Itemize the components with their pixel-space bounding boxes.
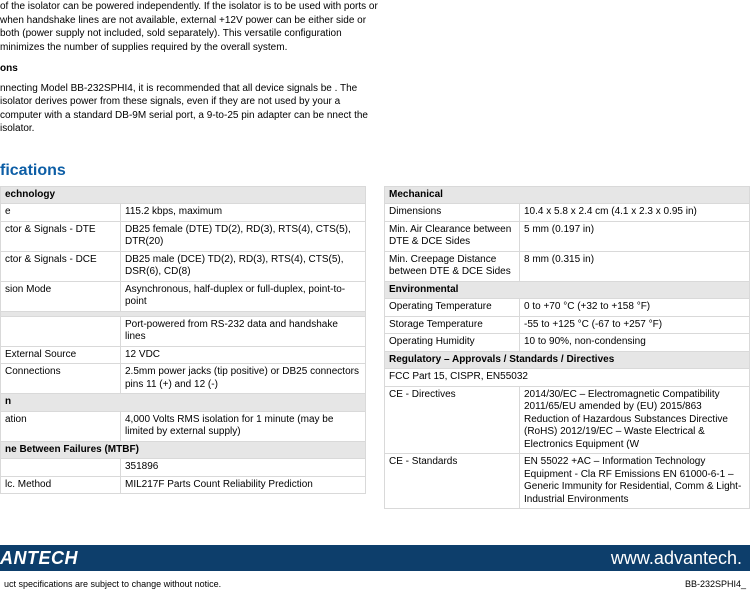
intro-paragraph-2: nnecting Model BB-232SPHI4, it is recomm… xyxy=(0,82,380,136)
row-label: Storage Temperature xyxy=(385,316,520,334)
row-value: 0 to +70 °C (+32 to +158 °F) xyxy=(520,299,750,317)
row-label: ctor & Signals - DTE xyxy=(1,221,121,251)
section-mtbf: ne Between Failures (MTBF) xyxy=(1,441,366,459)
row-label: e xyxy=(1,204,121,222)
row-label: Connections xyxy=(1,364,121,394)
footer-partno: BB-232SPHI4_ xyxy=(685,579,746,589)
row-value: 10 to 90%, non-condensing xyxy=(520,334,750,352)
footer-bar: ANTECH www.advantech. xyxy=(0,545,750,571)
section-mechanical: Mechanical xyxy=(385,186,750,204)
footer-disclaimer: uct specifications are subject to change… xyxy=(4,579,221,589)
brand-logo: ANTECH xyxy=(0,548,78,569)
row-value: 2014/30/EC – Electromagnetic Compatibili… xyxy=(520,386,750,454)
row-value: 4,000 Volts RMS isolation for 1 minute (… xyxy=(121,411,366,441)
intro-subhead: ons xyxy=(0,62,380,76)
section-isolation: n xyxy=(1,394,366,412)
row-label: Operating Temperature xyxy=(385,299,520,317)
intro-paragraph-1: of the isolator can be powered independe… xyxy=(0,0,380,54)
row-label xyxy=(1,459,121,477)
row-label xyxy=(1,316,121,346)
footer-url: www.advantech. xyxy=(611,548,742,569)
row-value: 12 VDC xyxy=(121,346,366,364)
row-value: 10.4 x 5.8 x 2.4 cm (4.1 x 2.3 x 0.95 in… xyxy=(520,204,750,222)
row-value: EN 55022 +AC – Information Technology Eq… xyxy=(520,454,750,509)
row-label: lc. Method xyxy=(1,476,121,494)
row-value: -55 to +125 °C (-67 to +257 °F) xyxy=(520,316,750,334)
row-value: 351896 xyxy=(121,459,366,477)
row-value: 5 mm (0.197 in) xyxy=(520,221,750,251)
row-value: 115.2 kbps, maximum xyxy=(121,204,366,222)
row-value: MIL217F Parts Count Reliability Predicti… xyxy=(121,476,366,494)
row-label: ctor & Signals - DCE xyxy=(1,251,121,281)
row-value: DB25 male (DCE) TD(2), RD(3), RTS(4), CT… xyxy=(121,251,366,281)
row-label: Dimensions xyxy=(385,204,520,222)
row-value: Port-powered from RS-232 data and handsh… xyxy=(121,316,366,346)
row-value: 8 mm (0.315 in) xyxy=(520,251,750,281)
row-label: Min. Creepage Distance between DTE & DCE… xyxy=(385,251,520,281)
spec-table-right: Mechanical Dimensions10.4 x 5.8 x 2.4 cm… xyxy=(384,186,750,510)
section-environmental: Environmental xyxy=(385,281,750,299)
row-label: Min. Air Clearance between DTE & DCE Sid… xyxy=(385,221,520,251)
row-label: External Source xyxy=(1,346,121,364)
specifications-title: fications xyxy=(0,162,750,180)
row-label: ation xyxy=(1,411,121,441)
row-value: 2.5mm power jacks (tip positive) or DB25… xyxy=(121,364,366,394)
row-label: sion Mode xyxy=(1,281,121,311)
row-label: Operating Humidity xyxy=(385,334,520,352)
row-value: FCC Part 15, CISPR, EN55032 xyxy=(385,369,750,387)
row-label: CE - Standards xyxy=(385,454,520,509)
row-label: CE - Directives xyxy=(385,386,520,454)
row-value: DB25 female (DTE) TD(2), RD(3), RTS(4), … xyxy=(121,221,366,251)
section-technology: echnology xyxy=(1,186,366,204)
row-value: Asynchronous, half-duplex or full-duplex… xyxy=(121,281,366,311)
section-regulatory: Regulatory – Approvals / Standards / Dir… xyxy=(385,351,750,369)
spec-table-left: echnology e115.2 kbps, maximum ctor & Si… xyxy=(0,186,366,495)
